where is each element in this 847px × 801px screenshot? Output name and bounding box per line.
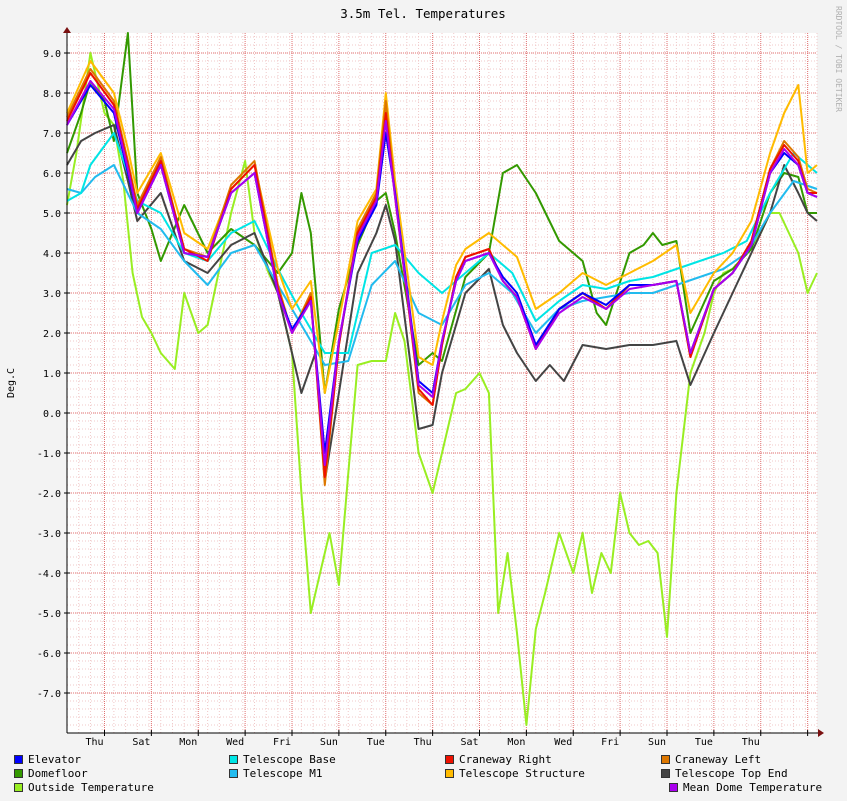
x-tick-label: Tue (367, 737, 385, 748)
x-tick-label: Fri (601, 737, 619, 748)
legend-item-elevator: Elevator (14, 752, 81, 766)
chart: 9.0 8.0 7.0 6.0 5.0 4.0 3.0 2.0 1.0 0.0 -1.0 -2.0 -3… (6, 6, 843, 748)
series-line-telescope-base (66, 132, 818, 354)
legend-swatch (445, 754, 454, 764)
legend-swatch (445, 768, 454, 778)
y-tick-label: -4.0 (37, 569, 61, 580)
x-tick-label: Thu (414, 737, 432, 748)
legend-item-telescope-base: Telescope Base (229, 752, 336, 766)
y-tick-label: 1.0 (43, 369, 61, 380)
legend-label: Telescope Structure (459, 766, 585, 780)
x-tick-label: Sun (320, 737, 338, 748)
axes (63, 27, 824, 737)
y-tick-label: 6.0 (43, 169, 61, 180)
legend-swatch (661, 768, 670, 778)
y-tick-label: 7.0 (43, 129, 61, 140)
y-tick-label: 5.0 (43, 209, 61, 220)
y-tick-label: 3.0 (43, 289, 61, 300)
legend-label: Outside Temperature (28, 780, 154, 794)
legend-swatch (669, 782, 678, 792)
y-tick-label: 2.0 (43, 329, 61, 340)
y-axis-label: Deg.C (6, 368, 17, 398)
y-tick-label: 4.0 (43, 249, 61, 260)
legend: Elevator Telescope Base Craneway Right Cran… (0, 751, 847, 799)
x-tick-label: Wed (554, 737, 572, 748)
series-line-telescope-top-end (66, 124, 818, 482)
y-tick-label: 8.0 (43, 89, 61, 100)
legend-item-craneway-left: Craneway Left (661, 752, 761, 766)
legend-item-telescope-m1: Telescope M1 (229, 766, 322, 780)
legend-label: Craneway Right (459, 752, 552, 766)
x-tick-label: Mon (507, 737, 525, 748)
legend-item-telescope-top-end: Telescope Top End (661, 766, 788, 780)
x-tick-label: Thu (85, 737, 103, 748)
series-line-telescope-structure (66, 60, 818, 394)
legend-label: Telescope Base (243, 752, 336, 766)
legend-label: Elevator (28, 752, 81, 766)
series-layer (66, 32, 818, 726)
y-tick-label: -5.0 (37, 609, 61, 620)
y-tick-labels: 9.0 8.0 7.0 6.0 5.0 4.0 3.0 2.0 1.0 0.0 -1.0 -2.0 -3… (37, 49, 70, 700)
y-tick-label: -2.0 (37, 489, 61, 500)
x-tick-label: Fri (273, 737, 291, 748)
chart-title: 3.5m Tel. Temperatures (340, 6, 506, 21)
legend-swatch (229, 754, 238, 764)
x-tick-label: Mon (179, 737, 197, 748)
x-tick-label: Sat (460, 737, 478, 748)
x-tick-label: Thu (742, 737, 760, 748)
legend-label: Telescope M1 (243, 766, 323, 780)
legend-swatch (14, 782, 23, 792)
y-tick-label: 0.0 (43, 409, 61, 420)
legend-swatch (14, 768, 23, 778)
series-line-outside-temperature (66, 52, 818, 726)
y-tick-label: -6.0 (37, 649, 61, 660)
legend-label: Craneway Left (675, 752, 762, 766)
y-tick-label: -1.0 (37, 449, 61, 460)
y-axis-arrow (63, 27, 71, 33)
legend-item-craneway-right: Craneway Right (445, 752, 552, 766)
x-axis-arrow (818, 729, 824, 737)
legend-label: Mean Dome Temperature (683, 780, 823, 794)
y-tick-label: -3.0 (37, 529, 61, 540)
legend-swatch (229, 768, 238, 778)
y-tick-label: -7.0 (37, 689, 61, 700)
x-tick-label: Sun (648, 737, 666, 748)
x-tick-label: Wed (226, 737, 244, 748)
legend-item-outside-temperature: Outside Temperature (14, 780, 154, 794)
watermark: RRDTOOL / TOBI OETIKER (834, 6, 843, 112)
legend-label: Telescope Top End (675, 766, 788, 780)
legend-swatch (661, 754, 670, 764)
x-tick-label: Sat (132, 737, 150, 748)
legend-item-mean-dome-temperature: Mean Dome Temperature (669, 780, 822, 794)
series-line-telescope-m1 (66, 164, 818, 366)
y-tick-label: 9.0 (43, 49, 61, 60)
legend-label: Domefloor (28, 766, 88, 780)
x-tick-label: Tue (695, 737, 713, 748)
series-line-domefloor (66, 32, 817, 394)
x-tick-labels: Thu Sat Mon Wed Fri Sun Tue Thu Sat Mon Wed Fri Sun T… (85, 730, 809, 748)
legend-item-telescope-structure: Telescope Structure (445, 766, 585, 780)
series-line-mean-dome-temperature (66, 80, 818, 466)
legend-swatch (14, 754, 23, 764)
legend-item-domefloor: Domefloor (14, 766, 88, 780)
